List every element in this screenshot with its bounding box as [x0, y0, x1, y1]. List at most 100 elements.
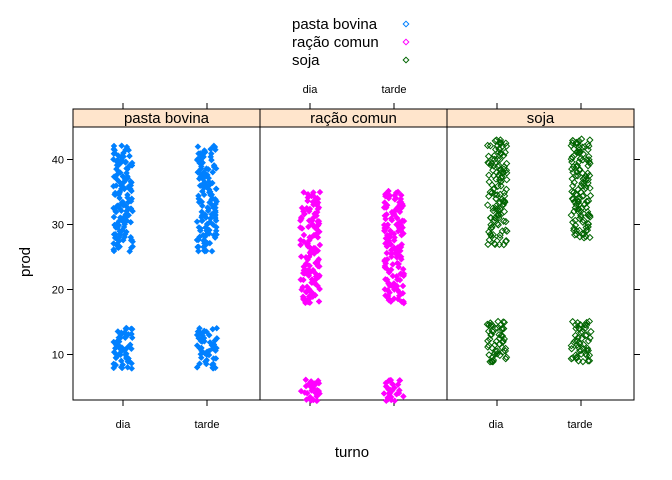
data-point-pasta-bovina: [201, 211, 209, 219]
data-point-soja: [490, 152, 498, 160]
data-point-pasta-bovina: [207, 150, 215, 157]
data-point-soja: [584, 220, 593, 228]
data-point-pasta-bovina: [200, 169, 208, 176]
data-point-soja: [493, 350, 501, 358]
data-point-soja: [576, 155, 585, 163]
data-point-pasta-bovina: [119, 361, 127, 369]
data-point-pasta-bovina: [111, 361, 119, 368]
data-point-pasta-bovina: [122, 351, 129, 359]
data-point-ração-comun: [390, 280, 398, 287]
data-point-ração-comun: [400, 393, 407, 400]
data-point-soja: [586, 136, 594, 144]
data-point-soja: [583, 207, 592, 216]
data-point-pasta-bovina: [112, 182, 120, 189]
data-point-ração-comun: [399, 265, 407, 273]
data-point-ração-comun: [297, 241, 304, 249]
y-tick-label-20: 20: [52, 285, 64, 297]
data-point-soja: [500, 207, 509, 216]
data-point-soja: [483, 201, 492, 209]
data-point-pasta-bovina: [119, 173, 127, 180]
legend-label-1: pasta bovina: [292, 16, 378, 33]
data-point-soja: [492, 202, 500, 210]
data-point-soja: [567, 345, 576, 353]
data-point-soja: [585, 152, 593, 161]
data-point-ração-comun: [398, 231, 405, 239]
data-point-pasta-bovina: [195, 247, 202, 255]
data-point-ração-comun: [396, 377, 404, 384]
data-point-soja: [496, 155, 504, 164]
data-point-soja: [573, 172, 582, 180]
data-point-ração-comun: [383, 276, 391, 284]
data-point-pasta-bovina: [117, 357, 125, 365]
data-point-pasta-bovina: [196, 324, 203, 332]
data-point-pasta-bovina: [212, 227, 220, 235]
data-point-pasta-bovina: [114, 152, 122, 160]
data-point-pasta-bovina: [201, 247, 209, 255]
data-point-ração-comun: [380, 221, 388, 229]
data-point-ração-comun: [394, 259, 401, 267]
data-point-pasta-bovina: [128, 330, 135, 338]
top-tick-label-dia: dia: [303, 84, 319, 96]
y-tick-label-40: 40: [52, 155, 64, 167]
data-point-ração-comun: [390, 230, 398, 238]
data-point-pasta-bovina: [128, 195, 136, 203]
data-point-ração-comun: [315, 298, 323, 305]
data-point-ração-comun: [300, 266, 308, 274]
data-point-ração-comun: [314, 257, 322, 265]
strip-label-3: soja: [527, 110, 555, 127]
data-point-pasta-bovina: [118, 198, 126, 206]
data-point-soja: [568, 153, 576, 161]
data-point-soja: [581, 200, 589, 208]
data-point-ração-comun: [397, 270, 405, 277]
data-point-soja: [495, 162, 504, 170]
data-point-soja: [491, 190, 499, 199]
data-point-ração-comun: [300, 231, 308, 239]
panel-2: [259, 126, 448, 401]
data-point-soja: [486, 358, 494, 366]
data-point-soja: [500, 318, 509, 327]
bottom-tick-label-dia-3: dia: [489, 419, 505, 431]
data-point-pasta-bovina: [202, 358, 209, 365]
data-point-soja: [583, 344, 592, 353]
data-point-pasta-bovina: [205, 205, 213, 212]
data-point-pasta-bovina: [120, 153, 127, 161]
data-point-ração-comun: [393, 276, 401, 283]
data-point-pasta-bovina: [193, 342, 201, 349]
data-point-pasta-bovina: [210, 142, 218, 150]
data-point-pasta-bovina: [200, 328, 208, 336]
data-point-soja: [567, 211, 576, 219]
data-point-pasta-bovina: [213, 334, 221, 342]
data-point-soja: [486, 319, 495, 327]
data-point-soja: [485, 351, 493, 359]
data-point-pasta-bovina: [116, 169, 124, 176]
data-point-soja: [575, 205, 583, 213]
bottom-tick-label-tarde-3: tarde: [567, 419, 592, 431]
data-point-ração-comun: [394, 188, 402, 196]
data-point-soja: [503, 176, 511, 184]
data-point-soja: [493, 191, 501, 199]
data-point-ração-comun: [314, 377, 322, 385]
data-point-ração-comun: [381, 257, 388, 265]
data-point-soja: [486, 335, 494, 343]
data-point-soja: [489, 166, 497, 174]
data-point-soja: [489, 162, 498, 170]
data-point-soja: [569, 136, 577, 145]
data-point-ração-comun: [304, 197, 311, 205]
data-point-soja: [500, 324, 508, 333]
data-point-ração-comun: [313, 397, 321, 405]
data-point-soja: [573, 319, 582, 327]
data-point-soja: [484, 240, 492, 249]
data-point-soja: [494, 317, 502, 326]
data-point-soja: [496, 140, 505, 148]
data-point-soja: [572, 227, 581, 235]
data-point-soja: [484, 337, 492, 345]
data-point-ração-comun: [391, 196, 399, 203]
data-point-ração-comun: [303, 241, 311, 249]
panel-1: [72, 126, 261, 401]
data-point-soja: [570, 197, 578, 206]
data-point-ração-comun: [309, 221, 316, 229]
data-point-ração-comun: [299, 293, 307, 301]
legend-key-3: [402, 56, 410, 64]
data-point-pasta-bovina: [205, 178, 213, 185]
data-point-pasta-bovina: [123, 143, 131, 151]
